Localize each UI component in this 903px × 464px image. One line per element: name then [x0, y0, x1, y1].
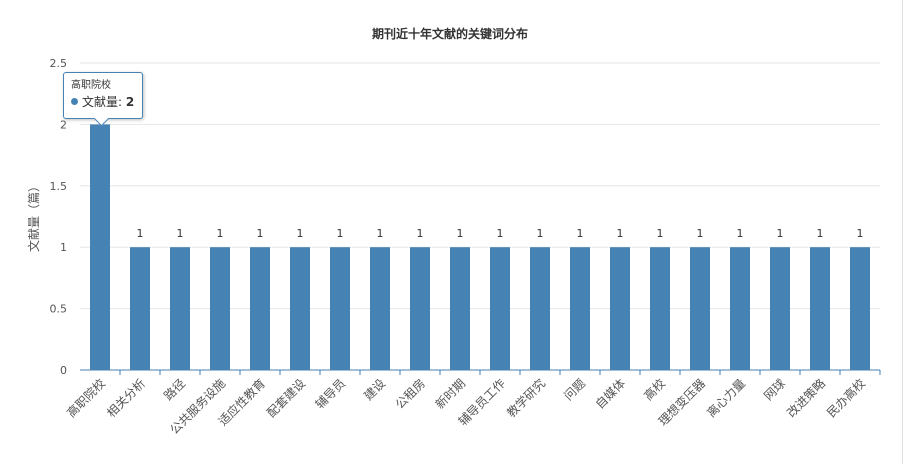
tooltip: 高职院校 文献量: 2 [63, 72, 143, 119]
data-label: 1 [657, 227, 664, 240]
x-tick-label: 辅导员 [313, 376, 348, 411]
bars [90, 124, 870, 371]
x-tick-label: 路径 [161, 376, 189, 404]
bar[interactable] [250, 247, 270, 370]
bar[interactable] [410, 247, 430, 370]
data-label: 1 [857, 227, 864, 240]
data-label: 1 [617, 227, 624, 240]
chart-title: 期刊近十年文献的关键词分布 [372, 26, 528, 41]
y-tick-label: 2.5 [50, 57, 68, 70]
y-tick-label: 0.5 [50, 303, 68, 316]
data-label: 1 [457, 227, 464, 240]
y-axis-label: 文献量（篇） [26, 180, 41, 252]
bar[interactable] [730, 247, 750, 370]
bar[interactable] [770, 247, 790, 370]
bar[interactable] [850, 247, 870, 370]
y-tick-label: 0 [60, 364, 67, 377]
x-tick-label: 自媒体 [593, 376, 628, 411]
data-label: 1 [137, 227, 144, 240]
data-label: 1 [217, 227, 224, 240]
x-tick-label: 高校 [641, 376, 669, 404]
bar[interactable] [610, 247, 630, 370]
tooltip-series-dot-icon [71, 98, 78, 105]
y-tick-label: 1.5 [50, 180, 68, 193]
tooltip-series-name: 文献量 [82, 95, 119, 109]
y-tick-label: 1 [60, 241, 67, 254]
data-label: 1 [737, 227, 744, 240]
data-label: 1 [497, 227, 504, 240]
x-tick-label: 网球 [761, 376, 788, 403]
bar[interactable] [810, 247, 830, 370]
tooltip-separator: : [118, 95, 123, 109]
tooltip-row: 文献量: 2 [71, 94, 135, 110]
bar[interactable] [90, 124, 110, 371]
data-label: 1 [817, 227, 824, 240]
x-tick-label: 新时期 [432, 376, 468, 412]
data-label: 1 [337, 227, 344, 240]
bar[interactable] [290, 247, 310, 370]
data-labels: 1 1 1 1 1 1 1 1 1 1 1 1 1 1 1 1 1 1 1 [137, 227, 864, 240]
x-tick-label: 高职院校 [64, 376, 109, 421]
data-label: 1 [177, 227, 184, 240]
x-tick-label: 相关分析 [104, 376, 148, 420]
bar[interactable] [490, 247, 510, 370]
bar[interactable] [370, 247, 390, 370]
x-tick-label: 改进策略 [784, 376, 829, 421]
bar[interactable] [570, 247, 590, 370]
x-tick-label: 教学研究 [504, 376, 549, 421]
bar[interactable] [130, 247, 150, 370]
x-tick-label: 建设 [361, 376, 388, 403]
bar[interactable] [650, 247, 670, 370]
x-tick-label: 公租房 [392, 376, 428, 412]
bar[interactable] [330, 247, 350, 370]
y-tick-label: 2 [60, 118, 67, 131]
tooltip-category: 高职院校 [71, 80, 111, 91]
data-label: 1 [777, 227, 784, 240]
bar[interactable] [170, 247, 190, 370]
y-axis-ticks: 0 0.5 1 1.5 2 2.5 [50, 57, 68, 377]
data-label: 1 [417, 227, 424, 240]
data-label: 1 [697, 227, 704, 240]
x-tick-label: 配套建设 [264, 376, 308, 420]
x-tick-label: 问题 [561, 376, 588, 403]
data-label: 1 [537, 227, 544, 240]
grid-lines [80, 62, 880, 310]
bar[interactable] [690, 247, 710, 370]
data-label: 1 [257, 227, 264, 240]
bar[interactable] [450, 247, 470, 370]
bar[interactable] [530, 247, 550, 370]
data-label: 1 [577, 227, 584, 240]
x-tick-label: 民办高校 [824, 376, 869, 421]
bar[interactable] [210, 247, 230, 370]
data-label: 1 [377, 227, 384, 240]
data-label: 1 [297, 227, 304, 240]
tooltip-value: 2 [125, 95, 135, 109]
x-tick-label: 离心力量 [704, 376, 749, 421]
